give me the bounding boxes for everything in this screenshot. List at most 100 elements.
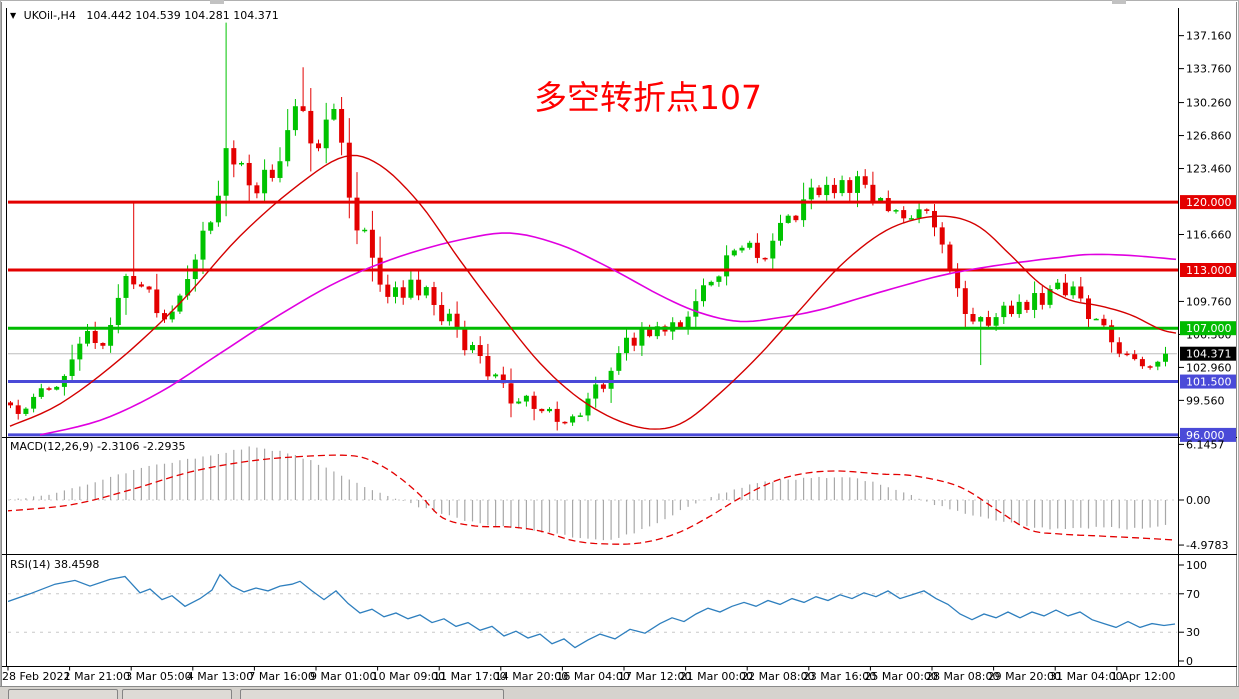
candle-body [824, 184, 830, 196]
macd-histogram-bar [957, 500, 959, 511]
macd-histogram-bar [787, 479, 789, 500]
macd-histogram-bar [63, 490, 65, 500]
candle-body [1009, 305, 1014, 315]
axis-label: 16 Mar 04:00 [556, 670, 629, 683]
symbol-timeframe-label: UKOil-,H4 [23, 9, 76, 22]
macd-histogram-bar [980, 500, 982, 517]
candle-body [1124, 353, 1130, 356]
macd-histogram-bar [818, 476, 820, 500]
macd-histogram-bar [464, 500, 466, 521]
candle-body [947, 244, 953, 269]
macd-histogram-bar [479, 500, 481, 524]
macd-histogram-bar [495, 500, 497, 527]
candle-body [277, 161, 283, 178]
macd-histogram-bar [302, 458, 304, 500]
macd-histogram-bar [849, 477, 851, 500]
macd-indicator-label: MACD(12,26,9) -2.3106 -2.2935 [10, 440, 186, 453]
macd-histogram-bar [1049, 500, 1051, 530]
macd-histogram-bar [926, 500, 928, 502]
price-axis[interactable]: 137.160 133.760 130.260 126.860 123.460 116.6… [1179, 30, 1236, 668]
axis-label: 28 Mar 08:00 [926, 670, 999, 683]
candle-body [408, 279, 414, 298]
macd-histogram-bar [1034, 500, 1036, 528]
macd-histogram-bar [1164, 500, 1167, 525]
macd-histogram-bar [810, 478, 812, 500]
macd-histogram-bar [910, 494, 912, 500]
macd-histogram-bar [941, 500, 943, 507]
candle-body [331, 108, 337, 120]
level-lines[interactable] [8, 200, 1178, 437]
macd-histogram-bar [833, 477, 835, 500]
macd-histogram-bar [702, 499, 705, 501]
candle-body [523, 395, 529, 402]
macd-histogram-bar [456, 500, 458, 518]
macd-histogram-bar [264, 448, 266, 500]
macd-histogram-bar [394, 498, 397, 500]
candle-body [446, 313, 452, 322]
candle-body [308, 110, 314, 144]
symbol-dropdown-icon[interactable]: ▼ [10, 11, 17, 20]
candle-body [231, 148, 237, 165]
macd-histogram-bar [525, 500, 527, 530]
candle-body [531, 395, 537, 409]
price-tag-104.371 [1180, 346, 1236, 361]
macd-histogram-bar [225, 452, 227, 500]
axis-label: 4 Mar 13:00 [187, 670, 253, 683]
price-tag-113.000 [1180, 263, 1236, 277]
macd-histogram-bar [233, 449, 235, 500]
candle-body [146, 286, 152, 290]
axis-label: 31 Mar 04:00 [1049, 670, 1122, 683]
macd-histogram-bar [533, 500, 535, 531]
axis-label: 123.460 [1186, 163, 1232, 176]
chart-tab[interactable] [240, 689, 504, 699]
macd-histogram-bar [872, 481, 874, 500]
candle-body [978, 317, 984, 322]
candle-body [200, 230, 206, 260]
macd-histogram-bar [1064, 500, 1066, 529]
axis-label: 100 [1186, 559, 1207, 572]
macd-histogram-bar [418, 500, 420, 508]
macd-histogram-bar [1057, 500, 1059, 529]
candle-body [1062, 282, 1068, 296]
candle-body [932, 210, 937, 228]
candle-body [508, 383, 514, 404]
candle-body [962, 288, 968, 314]
axis-label: -4.9783 [1186, 539, 1228, 552]
chart-tab[interactable] [8, 689, 118, 699]
candle-body [454, 313, 460, 330]
chart-tab[interactable] [122, 689, 232, 699]
candle-body [754, 242, 760, 258]
candle-body [1163, 353, 1168, 362]
candle-body [716, 276, 722, 282]
candle-body [839, 180, 845, 194]
axis-label: 11 Mar 17:00 [433, 670, 506, 683]
candle-body [985, 317, 991, 326]
candle-body [285, 130, 291, 162]
macd-histogram-bar [541, 500, 543, 533]
axis-label: 25 Mar 00:00 [864, 670, 937, 683]
macd-histogram-bar [726, 492, 728, 500]
candle-body [639, 328, 645, 346]
macd-histogram-bar [194, 458, 196, 500]
macd-histogram-bar [256, 447, 258, 500]
macd-histogram-bar [841, 477, 843, 500]
candle-body [1093, 318, 1099, 321]
candle-body [547, 408, 552, 412]
candle-body [901, 210, 907, 219]
macd-histogram-bar [587, 500, 589, 539]
candle-body [292, 106, 298, 131]
candle-body [516, 401, 522, 404]
macd-histogram-bar [171, 462, 173, 500]
macd-histogram-bar [1126, 500, 1128, 530]
macd-histogram-bar [772, 481, 774, 500]
symbol-info-line: ▼ UKOil-,H4 104.442 104.539 104.281 104.… [10, 9, 279, 22]
candle-body [870, 184, 876, 202]
macd-histogram-bar [163, 463, 166, 500]
macd-histogram-bar [294, 455, 296, 500]
macd-histogram-bar [641, 500, 643, 530]
macd-histogram-bar [864, 481, 866, 500]
candle-body [215, 195, 221, 223]
